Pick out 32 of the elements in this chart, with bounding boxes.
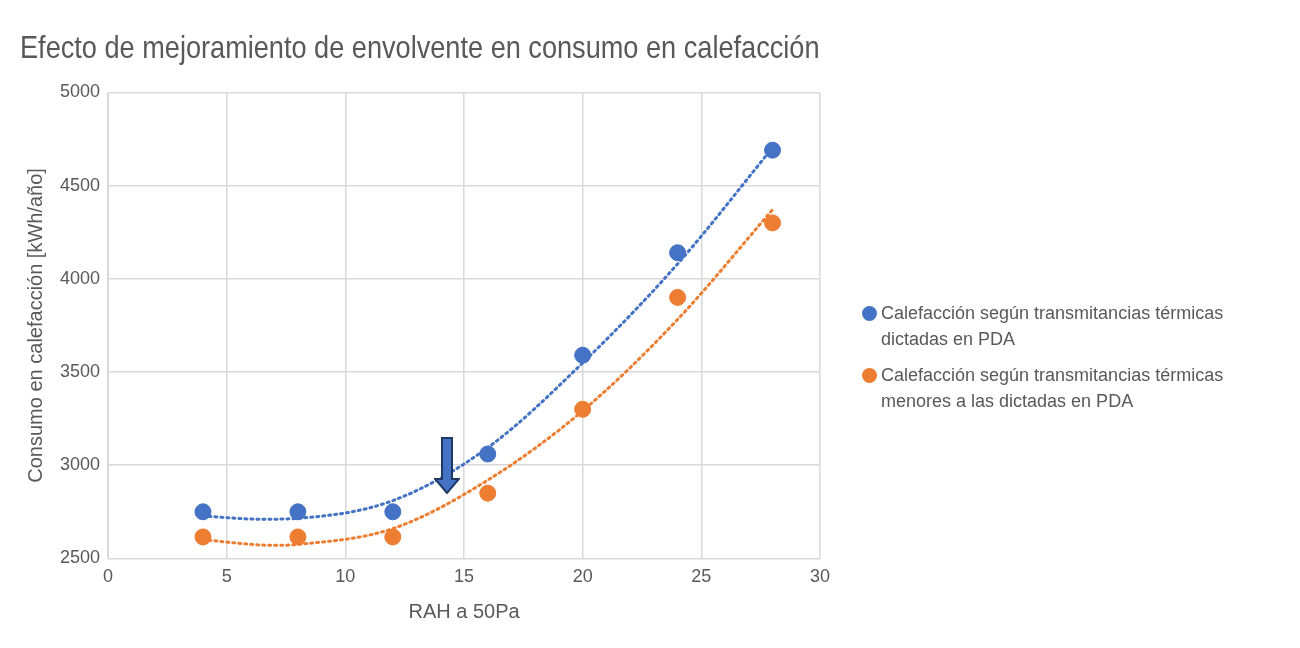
legend-label: Calefacción según transmitancias térmicas menores a las dictadas en PDA <box>881 364 1225 413</box>
x-tick-label: 0 <box>103 566 114 587</box>
x-tick-label: 15 <box>454 566 475 587</box>
point <box>194 503 212 521</box>
y-tick-label: 4500 <box>60 174 101 195</box>
x-tick-label: 30 <box>809 566 831 587</box>
point <box>574 346 592 364</box>
point <box>479 445 497 463</box>
x-tick-label: 10 <box>335 566 356 587</box>
point <box>194 528 212 546</box>
point <box>669 244 687 262</box>
x-tick-label: 25 <box>691 566 712 587</box>
x-tick-label: 20 <box>572 566 593 587</box>
point <box>764 141 782 159</box>
chart-title: Efecto de mejoramiento de envolvente en consumo en calefacción <box>20 28 820 65</box>
y-axis-title: Consumo en calefacción [kWh/año] <box>23 168 46 483</box>
point <box>384 528 402 546</box>
point <box>764 214 782 232</box>
y-tick-label: 3000 <box>60 454 101 475</box>
y-tick-label: 3500 <box>60 360 101 381</box>
y-tick-label: 4000 <box>60 267 101 288</box>
x-tick-label: 5 <box>221 566 232 587</box>
legend-label: Calefacción según transmitancias térmicas dictadas en PDA <box>881 302 1225 351</box>
point <box>384 503 402 521</box>
point <box>669 288 687 306</box>
point <box>574 400 592 418</box>
x-axis-title: RAH a 50Pa <box>408 599 521 622</box>
point <box>479 484 497 502</box>
point <box>289 503 307 521</box>
y-tick-label: 5000 <box>60 81 101 102</box>
point <box>289 528 307 546</box>
y-tick-label: 2500 <box>60 547 101 568</box>
